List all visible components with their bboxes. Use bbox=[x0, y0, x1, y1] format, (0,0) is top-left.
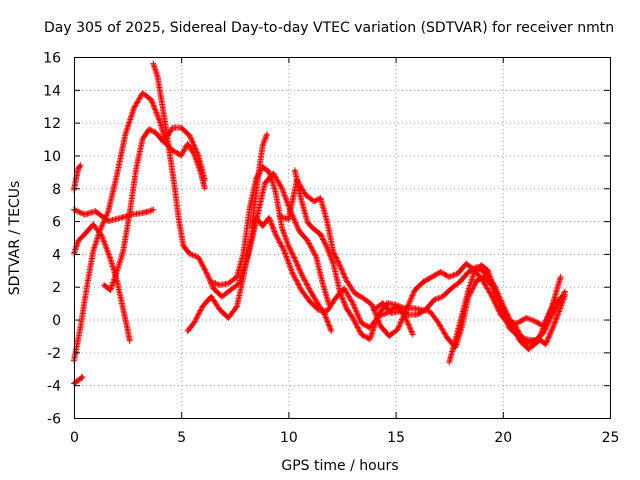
y-tick-label: 0 bbox=[52, 313, 61, 329]
series-track-1 bbox=[71, 206, 157, 225]
chart-title: Day 305 of 2025, Sidereal Day-to-day VTE… bbox=[44, 20, 614, 36]
series-marks bbox=[291, 167, 568, 351]
x-tick-label: 20 bbox=[494, 430, 512, 446]
y-axis-label: SDTVAR / TECUs bbox=[7, 181, 23, 296]
series-track-10 bbox=[276, 177, 564, 339]
series-track-9 bbox=[249, 131, 270, 231]
series-marks bbox=[208, 163, 335, 335]
y-tick-label: 16 bbox=[43, 51, 61, 67]
y-tick-label: 12 bbox=[43, 116, 61, 132]
series-marks bbox=[101, 124, 208, 293]
y-tick-label: 10 bbox=[43, 149, 61, 165]
x-tick-label: 25 bbox=[602, 430, 620, 446]
series-marks bbox=[71, 206, 157, 225]
x-axis-label: GPS time / hours bbox=[281, 458, 398, 474]
gridlines bbox=[74, 57, 610, 418]
y-tick-label: 2 bbox=[52, 280, 61, 296]
series-track-5 bbox=[101, 124, 208, 293]
y-tick-label: -2 bbox=[47, 346, 61, 362]
y-tick-label: 8 bbox=[52, 182, 61, 198]
x-tick-label: 15 bbox=[387, 430, 405, 446]
series-track-13 bbox=[446, 262, 568, 366]
y-tick-label: 6 bbox=[52, 215, 61, 231]
series-track-8 bbox=[208, 163, 335, 335]
series-marks bbox=[71, 373, 86, 387]
x-tick-label: 5 bbox=[177, 430, 186, 446]
y-tick-label: -4 bbox=[47, 379, 61, 395]
series-track-11 bbox=[291, 167, 568, 351]
y-tick-label: -6 bbox=[47, 412, 61, 428]
x-tick-label: 0 bbox=[70, 430, 79, 446]
y-tick-label: 4 bbox=[52, 247, 61, 263]
plot-frame bbox=[74, 57, 611, 419]
y-tick-label: 14 bbox=[43, 83, 61, 99]
series-marks bbox=[446, 262, 568, 366]
series-track-2 bbox=[71, 373, 86, 387]
x-tick-label: 10 bbox=[280, 430, 298, 446]
series-marks bbox=[276, 177, 564, 339]
data-series bbox=[71, 60, 568, 387]
axes: 0 5 10 15 20 25 -6 -4 -2 0 2 4 6 8 10 12 14 16 bbox=[43, 51, 619, 447]
series-marks bbox=[249, 131, 270, 231]
